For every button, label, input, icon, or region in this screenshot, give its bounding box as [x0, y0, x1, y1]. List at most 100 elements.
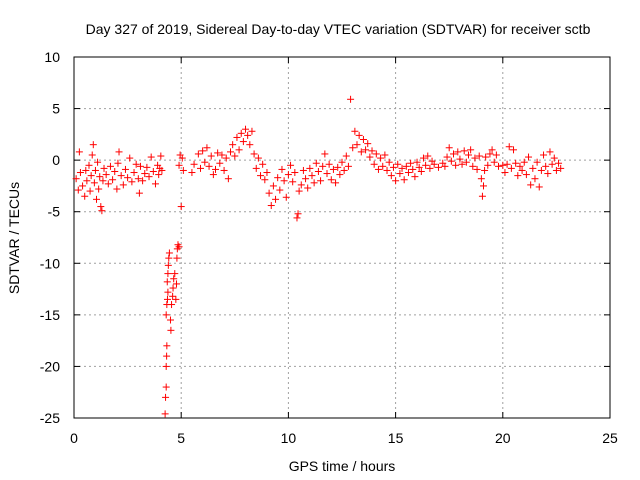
data-point	[321, 150, 329, 158]
data-point	[190, 160, 198, 168]
grid-lines	[74, 57, 610, 418]
data-point	[172, 295, 180, 303]
plot-frame	[73, 56, 611, 419]
data-point	[163, 352, 171, 360]
data-point	[445, 144, 453, 152]
data-point	[503, 160, 511, 168]
data-point	[83, 177, 91, 185]
data-point	[276, 186, 284, 194]
data-point	[175, 243, 183, 251]
data-point	[377, 154, 385, 162]
data-point	[394, 160, 402, 168]
data-point	[239, 138, 247, 146]
data-point	[175, 161, 183, 169]
y-axis-label: SDTVAR / TECUs	[6, 182, 22, 294]
data-point	[295, 187, 303, 195]
data-point	[218, 151, 226, 159]
data-point	[419, 154, 427, 162]
data-point	[314, 167, 322, 175]
data-point	[259, 160, 267, 168]
x-tick-label: 5	[177, 430, 185, 446]
data-point	[499, 161, 507, 169]
data-point	[117, 172, 125, 180]
data-point	[79, 182, 87, 190]
data-point	[413, 158, 421, 166]
data-point	[426, 164, 434, 172]
data-point	[90, 179, 98, 187]
data-point	[86, 187, 94, 195]
data-point	[540, 151, 548, 159]
data-point	[434, 163, 442, 171]
data-point	[478, 192, 486, 200]
data-point	[173, 254, 181, 262]
data-point	[383, 166, 391, 174]
data-point	[166, 316, 174, 324]
data-point	[205, 162, 213, 170]
data-point	[294, 210, 302, 218]
data-point	[546, 148, 554, 156]
data-point	[355, 131, 363, 139]
data-point	[304, 184, 312, 192]
data-point	[514, 172, 522, 180]
data-point	[96, 173, 104, 181]
data-point	[308, 172, 316, 180]
x-axis-label: GPS time / hours	[289, 458, 396, 474]
data-point	[293, 214, 301, 222]
data-point	[327, 176, 335, 184]
data-point	[169, 292, 177, 300]
data-point	[248, 127, 256, 135]
data-point	[97, 203, 105, 211]
data-point	[537, 166, 545, 174]
data-points	[72, 95, 565, 418]
data-point	[254, 154, 262, 162]
data-point	[495, 162, 503, 170]
data-point	[114, 159, 122, 167]
data-point	[512, 159, 520, 167]
data-point	[233, 133, 241, 141]
data-point	[387, 172, 395, 180]
data-point	[552, 166, 560, 174]
data-point	[209, 171, 217, 179]
data-point	[306, 164, 314, 172]
data-point	[194, 150, 202, 158]
data-point	[167, 326, 175, 334]
data-point	[447, 157, 455, 165]
data-point	[278, 165, 286, 173]
data-point	[334, 163, 342, 171]
data-point	[151, 180, 159, 188]
data-point	[164, 288, 172, 296]
data-point	[128, 178, 136, 186]
data-point	[235, 146, 243, 154]
data-point	[359, 136, 367, 144]
data-point	[492, 151, 500, 159]
data-point	[289, 178, 297, 186]
data-point	[89, 141, 97, 149]
y-tick-label: -15	[40, 307, 60, 323]
data-point	[454, 148, 462, 156]
data-point	[400, 176, 408, 184]
data-point	[505, 143, 513, 151]
data-point	[374, 165, 382, 173]
x-tick-label: 25	[602, 430, 618, 446]
data-point	[325, 160, 333, 168]
data-point	[158, 166, 166, 174]
y-tick-label: 10	[44, 49, 60, 65]
data-point	[169, 284, 177, 292]
data-point	[98, 207, 106, 215]
data-point	[544, 170, 552, 178]
data-point	[557, 164, 565, 172]
data-point	[404, 169, 412, 177]
data-point	[172, 280, 180, 288]
data-point	[149, 167, 157, 175]
data-point	[100, 164, 108, 172]
data-point	[207, 152, 215, 160]
data-point	[121, 165, 129, 173]
chart-title: Day 327 of 2019, Sidereal Day-to-day VTE…	[86, 21, 591, 37]
data-point	[452, 161, 460, 169]
data-point	[357, 148, 365, 156]
data-point	[224, 175, 232, 183]
data-point	[263, 169, 271, 177]
data-point	[462, 158, 470, 166]
data-point	[548, 160, 556, 168]
data-point	[212, 165, 220, 173]
